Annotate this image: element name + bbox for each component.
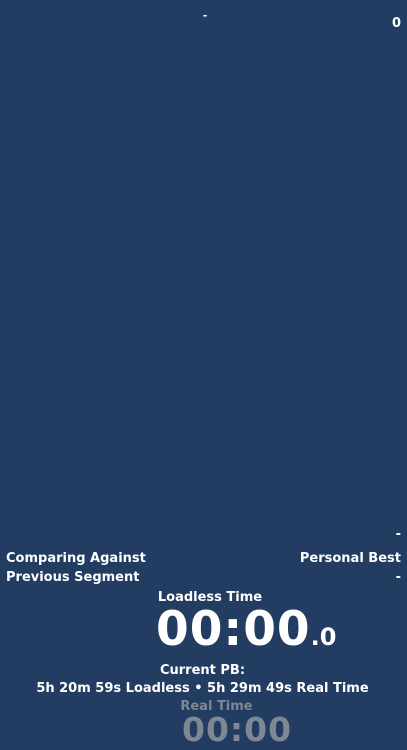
attempt-count: 0 xyxy=(391,16,401,31)
empty-splits-dash: - xyxy=(395,527,401,542)
real-time-label: Real Time xyxy=(180,699,253,714)
main-timer: 00:00.0 xyxy=(156,606,336,653)
main-timer-fraction: .0 xyxy=(310,623,337,651)
current-pb-title: Current PB: xyxy=(159,663,246,678)
timer-label: Loadless Time xyxy=(157,590,263,605)
comparing-against-value: Personal Best xyxy=(299,551,401,566)
real-time-timer: 00:00 xyxy=(182,710,293,749)
current-pb-value: 5h 20m 59s Loadless • 5h 29m 49s Real Ti… xyxy=(36,681,369,696)
main-timer-value: 00:00 xyxy=(156,602,311,657)
previous-segment-label: Previous Segment xyxy=(6,570,140,585)
previous-segment-value: - xyxy=(395,570,401,585)
top-dash: - xyxy=(202,9,208,22)
comparing-against-label: Comparing Against xyxy=(6,551,146,566)
